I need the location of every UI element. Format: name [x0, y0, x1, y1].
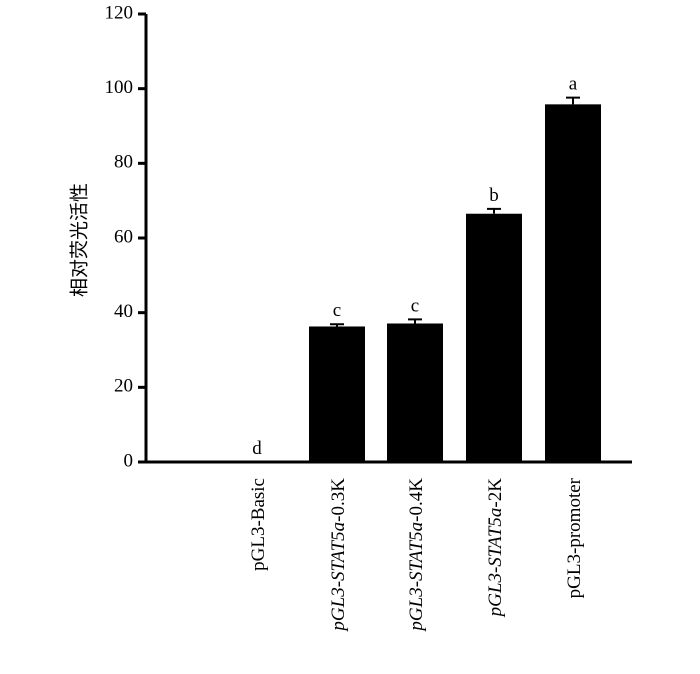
significance-label: d — [252, 438, 262, 459]
x-tick-label: pGL3-Basic — [248, 478, 269, 571]
significance-label: c — [411, 295, 419, 316]
y-tick-label: 40 — [114, 301, 133, 322]
significance-label: a — [569, 74, 578, 95]
bars — [309, 104, 601, 462]
y-axis-label: 相对荧光活性 — [69, 183, 91, 297]
y-tick-label: 60 — [114, 226, 133, 247]
x-tick-label: pGL3-STAT5a-0.4K — [406, 478, 427, 633]
significance-label: c — [333, 300, 341, 321]
y-axis-ticks: 0 20 40 60 80 100 120 — [105, 2, 146, 471]
y-tick-label: 20 — [114, 376, 133, 397]
significance-label: b — [489, 185, 499, 206]
y-tick-label: 120 — [105, 2, 134, 23]
y-tick-label: 0 — [124, 450, 134, 471]
x-tick-label: pGL3-promoter — [564, 477, 585, 598]
x-tick-label: pGL3-STAT5a-0.3K — [328, 478, 349, 633]
bar — [309, 326, 365, 462]
category-labels: pGL3-Basic pGL3-STAT5a-0.3K pGL3-STAT5a-0.… — [248, 477, 585, 632]
y-tick-label: 100 — [105, 77, 134, 98]
significance-letters: d c c b a — [252, 74, 578, 459]
bar — [387, 323, 443, 462]
y-tick-label: 80 — [114, 152, 133, 173]
bar — [466, 213, 522, 462]
error-bars — [330, 96, 580, 327]
x-tick-label: pGL3-STAT5a-2K — [485, 478, 506, 619]
bar — [545, 104, 601, 462]
